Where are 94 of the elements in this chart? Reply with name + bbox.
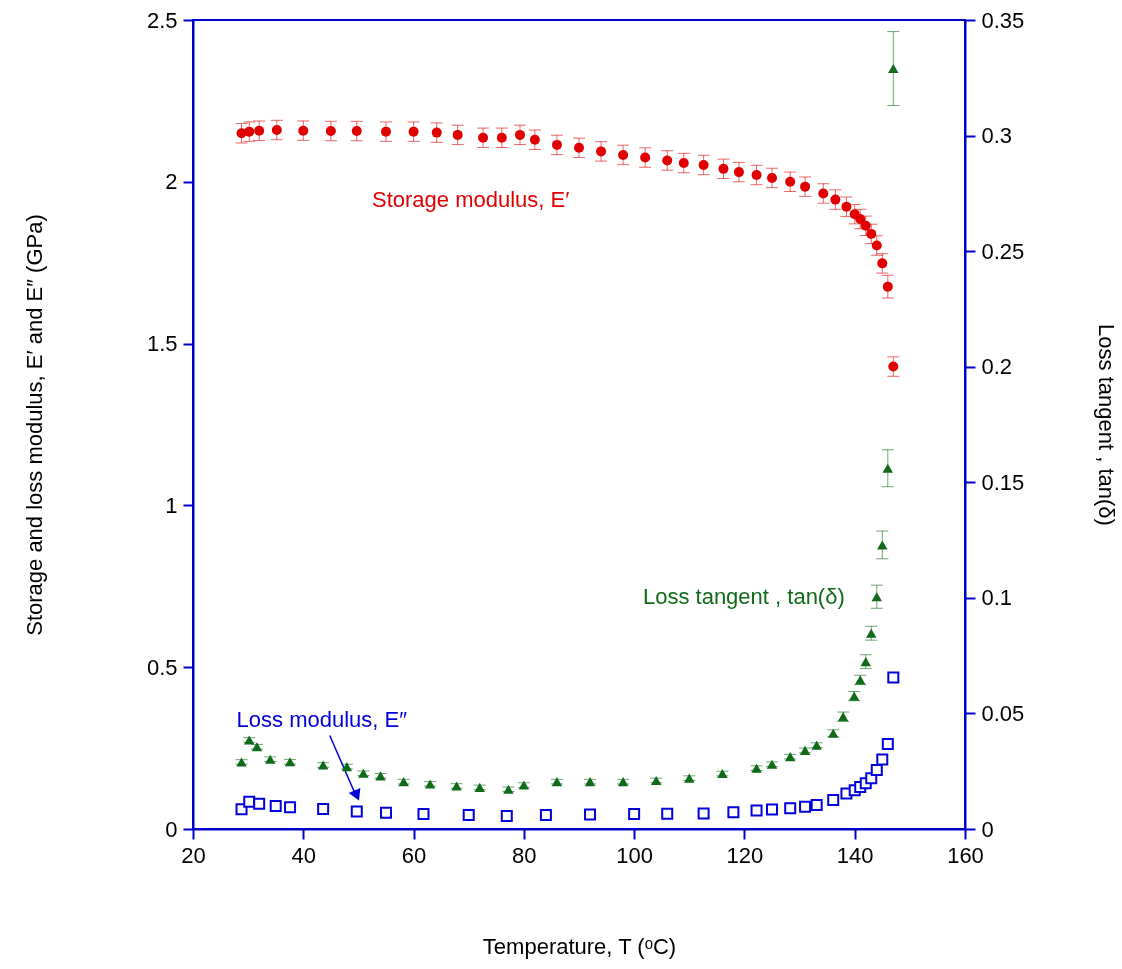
- point: [500, 810, 513, 823]
- y-tick-label: 0: [165, 816, 178, 842]
- point: [254, 125, 265, 136]
- point: [618, 149, 629, 160]
- point: [785, 176, 796, 187]
- point: [452, 129, 463, 140]
- point: [870, 764, 883, 777]
- point: [727, 806, 740, 819]
- point: [827, 793, 840, 806]
- y2-tick-label: 0.15: [981, 469, 1025, 495]
- point: [876, 753, 889, 766]
- point: [253, 797, 266, 810]
- point: [818, 188, 829, 199]
- point: [661, 807, 674, 820]
- point: [431, 127, 442, 138]
- point: [478, 132, 489, 143]
- point: [799, 800, 812, 813]
- y2-tick-label: 0.3: [981, 123, 1013, 149]
- point: [574, 142, 584, 153]
- point: [733, 167, 744, 178]
- point: [810, 799, 823, 812]
- point: [877, 258, 888, 269]
- point: [767, 172, 777, 183]
- point: [408, 126, 419, 137]
- y2-tick-label: 0.1: [981, 585, 1013, 611]
- y-tick-label: 2.5: [146, 7, 178, 33]
- point: [381, 126, 391, 137]
- y2-tick-label: 0: [981, 816, 994, 842]
- point: [350, 805, 363, 818]
- x-tick-label: 20: [181, 842, 206, 868]
- point: [584, 808, 597, 821]
- y2-tick-label: 0.2: [981, 354, 1013, 380]
- point: [284, 801, 297, 814]
- point: [751, 170, 762, 180]
- point: [860, 220, 871, 231]
- point: [351, 126, 362, 136]
- point: [698, 159, 709, 170]
- point: [640, 152, 651, 163]
- y-tick-label: 0.5: [146, 654, 178, 680]
- point: [244, 126, 255, 137]
- x-tick-label: 100: [616, 842, 653, 868]
- point: [271, 125, 282, 136]
- point: [881, 737, 894, 750]
- point: [678, 158, 689, 169]
- series-label: Storage modulus, E′: [372, 186, 570, 212]
- x-tick-label: 40: [291, 842, 317, 868]
- point: [596, 146, 607, 157]
- point: [800, 181, 811, 192]
- y2-tick-label: 0.05: [981, 700, 1025, 726]
- point: [496, 132, 507, 143]
- point: [269, 800, 282, 813]
- point: [841, 201, 852, 212]
- x-tick-label: 80: [512, 842, 537, 868]
- y-tick-label: 2: [165, 169, 178, 195]
- x-tick-label: 160: [947, 842, 984, 868]
- point: [888, 361, 899, 372]
- point: [298, 125, 309, 136]
- y2-tick-label: 0.25: [981, 238, 1025, 264]
- point: [628, 808, 641, 821]
- point: [697, 807, 710, 820]
- point: [539, 809, 552, 822]
- point: [317, 802, 330, 815]
- point: [551, 139, 562, 150]
- point: [887, 671, 900, 684]
- point: [882, 281, 893, 292]
- point: [529, 134, 540, 145]
- point: [325, 126, 336, 136]
- point: [417, 808, 430, 821]
- point: [830, 194, 841, 205]
- point: [718, 163, 729, 174]
- y-tick-label: 1: [165, 492, 178, 518]
- series-label: Loss tangent , tan(δ): [642, 583, 845, 609]
- x-axis-title: Temperature, T (ᵒC): [482, 933, 677, 959]
- y2-tick-label: 0.35: [981, 7, 1025, 33]
- point: [380, 806, 392, 819]
- point: [882, 463, 894, 473]
- point: [784, 802, 797, 815]
- y-axis-title: Storage and loss modulus, E′ and E″ (GPa): [21, 214, 47, 636]
- point: [871, 592, 883, 602]
- point: [515, 129, 525, 140]
- point: [750, 804, 763, 817]
- x-tick-label: 140: [836, 842, 874, 868]
- point: [662, 155, 673, 166]
- point: [766, 803, 778, 816]
- point: [866, 228, 877, 239]
- y-tick-label: 1.5: [146, 331, 178, 357]
- x-tick-label: 60: [401, 842, 427, 868]
- point: [888, 64, 899, 74]
- point: [871, 240, 882, 251]
- text: Loss modulus, E″: [236, 706, 408, 732]
- y2-axis-title: Loss tangent , tan(δ): [1094, 324, 1120, 526]
- x-tick-label: 120: [726, 842, 764, 868]
- point: [462, 809, 475, 822]
- point: [855, 214, 866, 224]
